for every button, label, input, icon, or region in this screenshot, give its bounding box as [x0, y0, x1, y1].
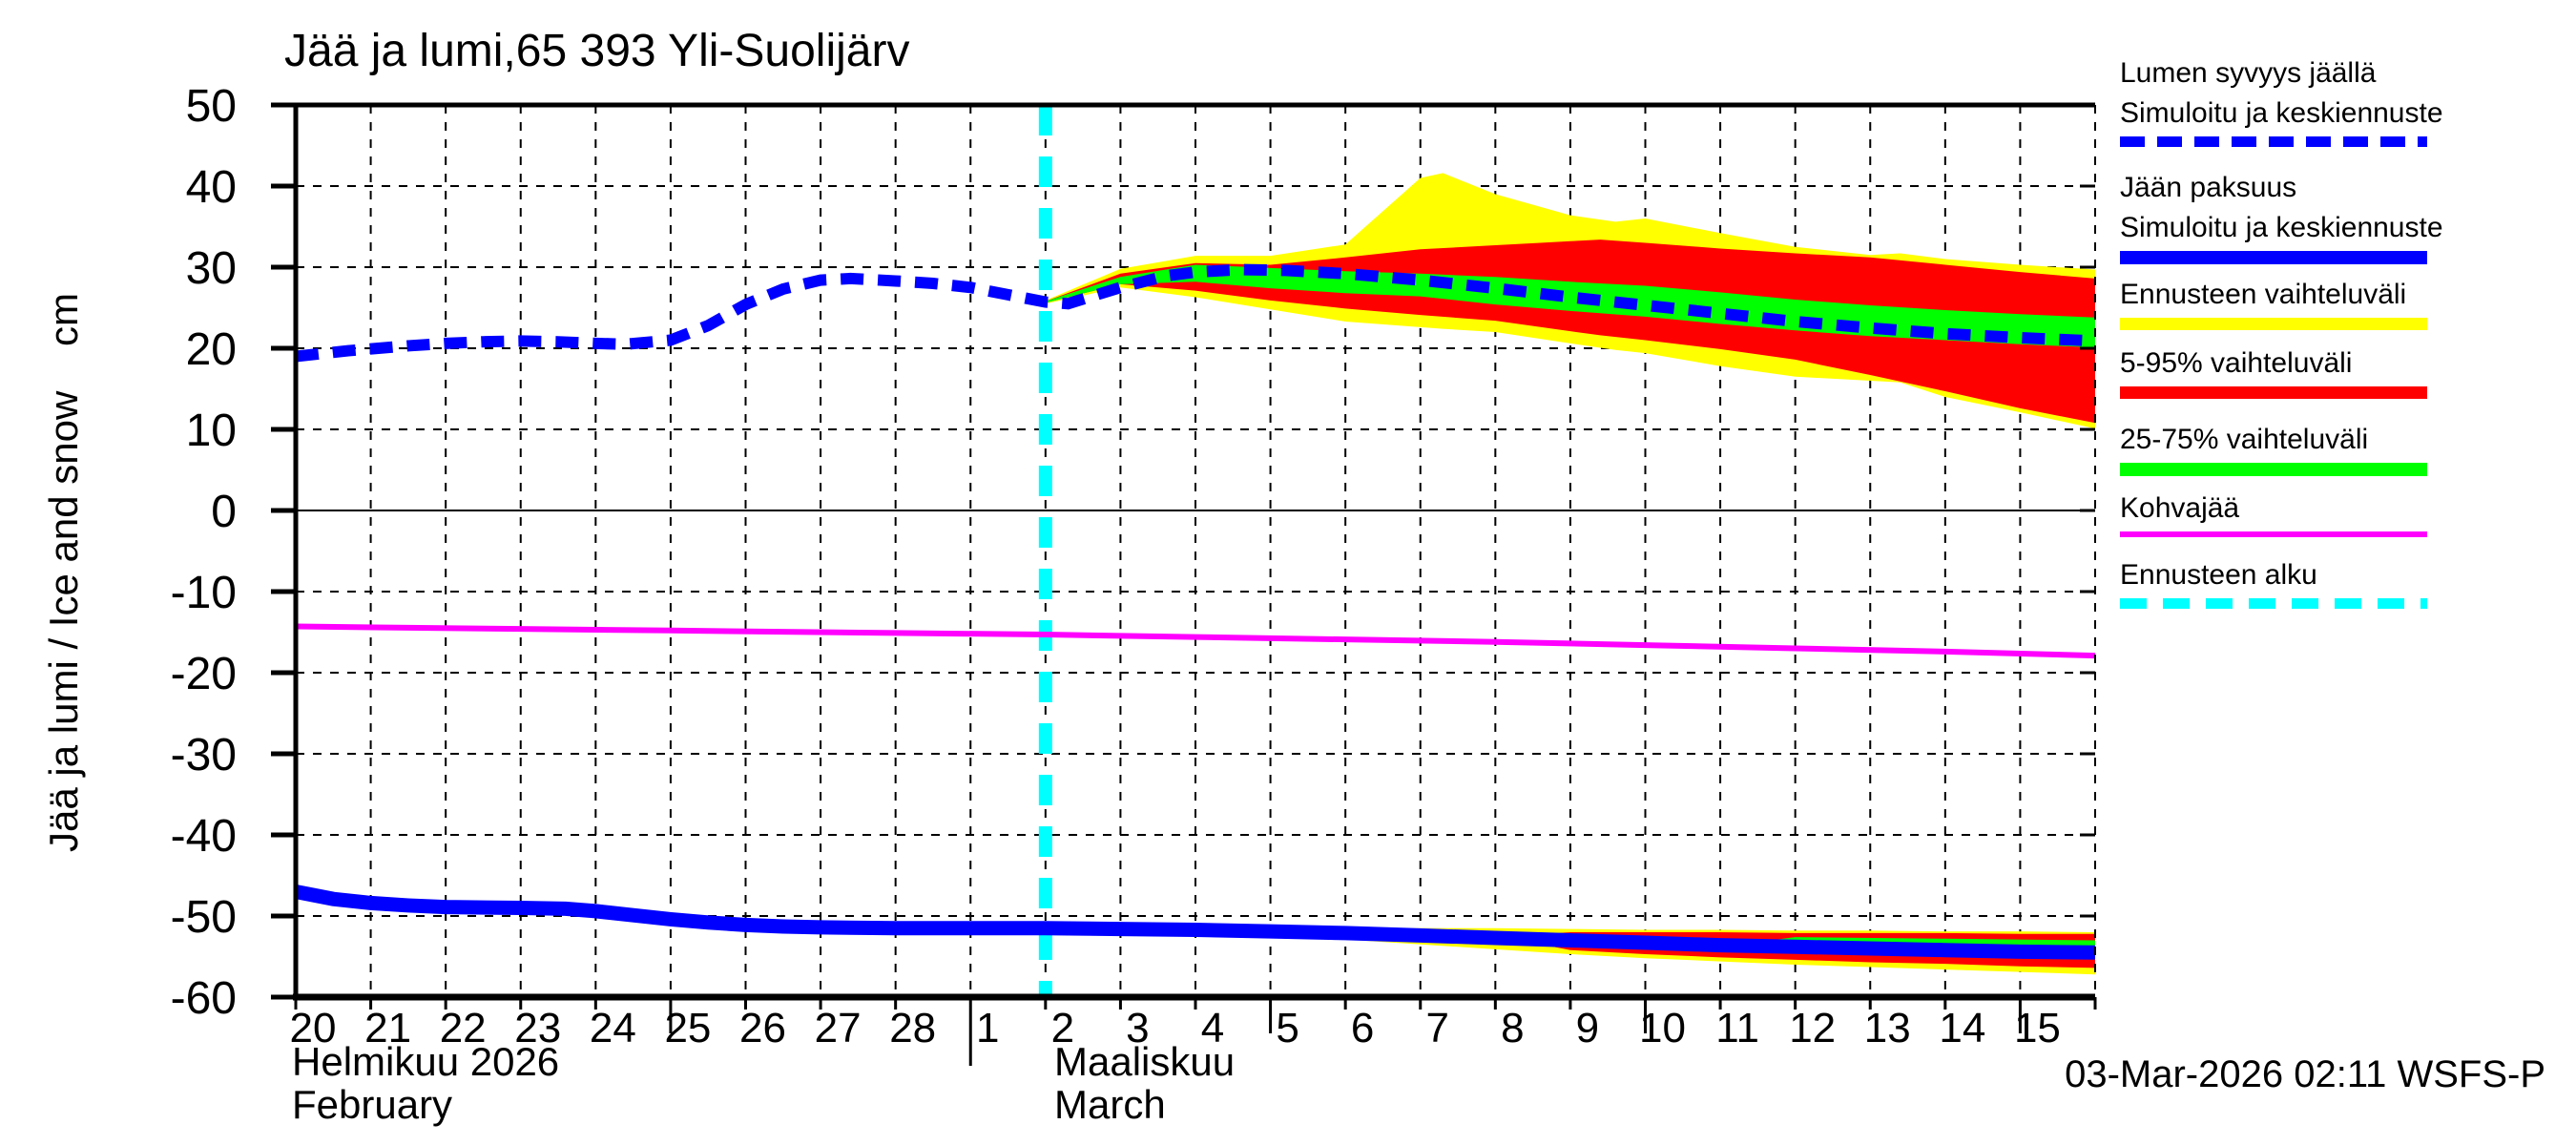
legend-label: Simuloitu ja keskiennuste [2120, 97, 2443, 129]
y-tick-label: -60 [171, 973, 237, 1024]
x-day-label: 25 [664, 1005, 711, 1051]
legend-item: 5-95% vaihteluväli [2120, 344, 2427, 399]
y-tick-label: -10 [171, 568, 237, 618]
legend-item: Jään paksuus Simuloitu ja keskiennuste [2120, 168, 2443, 264]
y-tick-label: 10 [186, 406, 237, 456]
x-day-label: 2 [1051, 1005, 1074, 1051]
legend-item: 25-75% vaihteluväli [2120, 420, 2427, 476]
month-label-february: Helmikuu 2026 February [292, 1040, 559, 1126]
x-day-label: 26 [739, 1005, 786, 1051]
y-tick-label: -50 [171, 892, 237, 943]
y-tick-label: 50 [186, 81, 237, 132]
month-label-march: Maaliskuu March [1054, 1040, 1235, 1126]
run-timestamp: 03-Mar-2026 02:11 WSFS-P [2065, 1053, 2545, 1095]
y-tick-label: 20 [186, 324, 237, 375]
legend-label: 5-95% vaihteluväli [2120, 347, 2353, 379]
legend-label: Simuloitu ja keskiennuste [2120, 212, 2443, 243]
legend-line-swatch [2120, 136, 2427, 147]
month-name-en: March [1054, 1082, 1166, 1127]
x-day-label: 11 [1715, 1005, 1759, 1051]
x-day-label: 8 [1501, 1005, 1524, 1051]
legend-label: Ennusteen vaihteluväli [2120, 279, 2407, 310]
x-day-label: 3 [1126, 1005, 1149, 1051]
x-day-label: 5 [1276, 1005, 1298, 1051]
month-name-local: Maaliskuu [1054, 1039, 1236, 1084]
x-day-label: 14 [1939, 1005, 1985, 1051]
legend-item: Lumen syvyys jäällä Simuloitu ja keskienn… [2120, 53, 2443, 147]
x-day-label: 12 [1789, 1005, 1836, 1051]
legend-line-swatch [2120, 598, 2427, 609]
legend-item: Ennusteen vaihteluväli [2120, 275, 2427, 330]
x-day-label: 22 [440, 1005, 487, 1051]
x-day-label: 1 [976, 1005, 999, 1051]
x-day-label: 21 [364, 1005, 411, 1051]
kohvajaa-line [295, 623, 2096, 659]
legend-line-swatch [2120, 251, 2427, 264]
x-day-label: 13 [1864, 1005, 1911, 1051]
y-tick-label: -40 [171, 811, 237, 862]
x-day-label: 10 [1639, 1005, 1686, 1051]
x-day-label: 27 [815, 1005, 862, 1051]
legend-item: Ennusteen alku [2120, 555, 2427, 609]
ice-median-line [294, 885, 2096, 960]
month-name-local: Helmikuu 2026 [292, 1039, 560, 1084]
x-day-label: 24 [590, 1005, 636, 1051]
legend-label: Ennusteen alku [2120, 559, 2317, 591]
month-name-en: February [292, 1082, 453, 1127]
legend-line-swatch [2120, 386, 2427, 399]
y-tick-label: 30 [186, 243, 237, 294]
x-day-label: 15 [2014, 1005, 2061, 1051]
x-day-label: 9 [1576, 1005, 1599, 1051]
legend-label: Jään paksuus [2120, 172, 2297, 203]
legend-label: Kohvajää [2120, 492, 2240, 524]
y-tick-label: -30 [171, 730, 237, 781]
x-day-label: 20 [290, 1005, 337, 1051]
legend-line-swatch [2120, 531, 2427, 537]
legend-item: Kohvajää [2120, 489, 2427, 537]
legend-label: 25-75% vaihteluväli [2120, 424, 2369, 455]
x-day-label: 23 [514, 1005, 561, 1051]
y-tick-label: 0 [211, 487, 237, 537]
snow-25-75-band [1045, 264, 2095, 348]
chart-title: Jää ja lumi,65 393 Yli-Suolijärv [284, 26, 910, 76]
x-day-label: 4 [1201, 1005, 1224, 1051]
x-day-label: 6 [1351, 1005, 1374, 1051]
x-day-label: 28 [889, 1005, 936, 1051]
legend-line-swatch [2120, 463, 2427, 476]
x-day-label: 7 [1426, 1005, 1449, 1051]
legend-line-swatch [2120, 318, 2427, 330]
y-tick-label: -20 [171, 649, 237, 699]
y-tick-label: 40 [186, 162, 237, 213]
legend-label: Lumen syvyys jäällä [2120, 57, 2377, 89]
snow-median-line [295, 263, 2096, 363]
